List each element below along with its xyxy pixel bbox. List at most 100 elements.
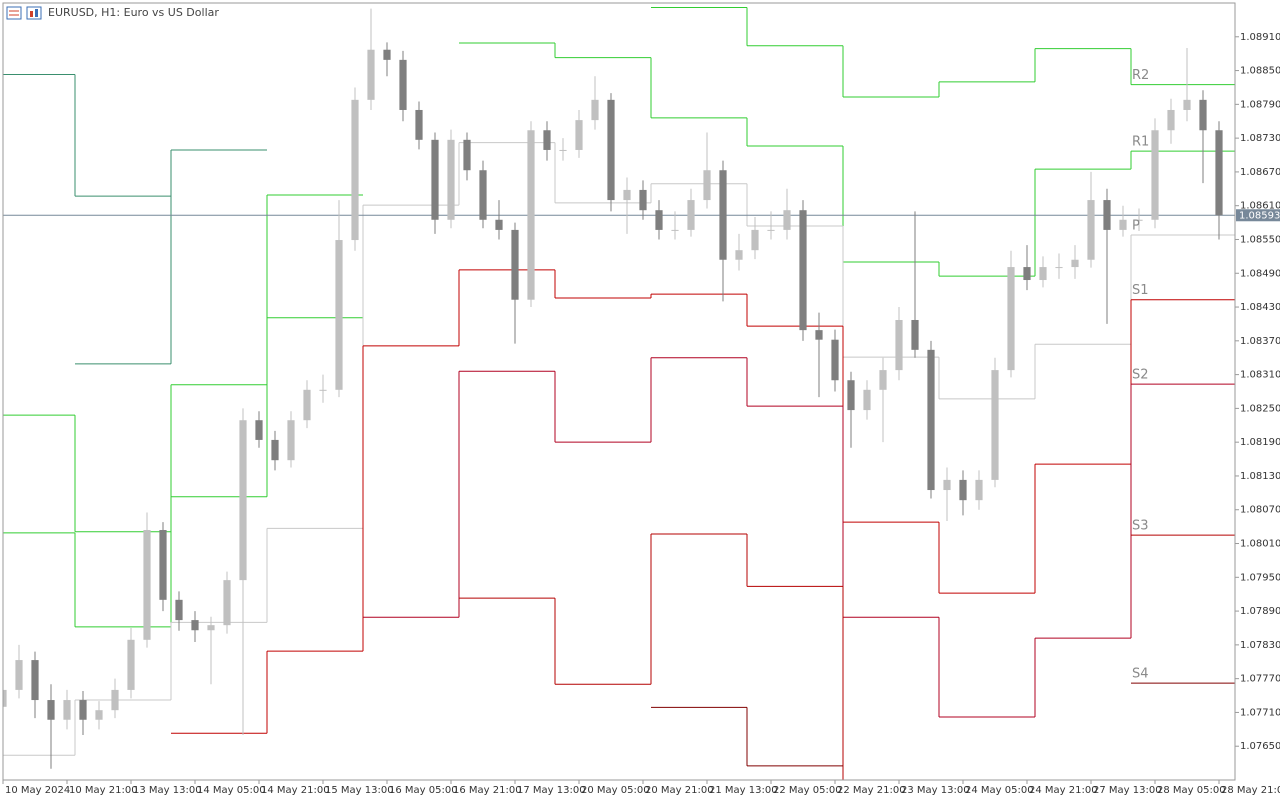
x-tick-label: 28 May 21:00 bbox=[1221, 785, 1280, 796]
x-tick-label: 24 May 21:00 bbox=[1029, 785, 1098, 796]
candle-body bbox=[1023, 267, 1031, 281]
candle-body bbox=[1151, 130, 1159, 220]
candle-body bbox=[1167, 109, 1175, 131]
y-tick-label: 1.08610 bbox=[1240, 201, 1280, 212]
x-tick-label: 27 May 13:00 bbox=[1093, 785, 1162, 796]
candle-body bbox=[479, 170, 487, 220]
candle-body bbox=[863, 389, 871, 411]
y-tick-label: 1.07890 bbox=[1240, 606, 1280, 617]
icon-list[interactable] bbox=[6, 6, 22, 20]
candle-body bbox=[95, 710, 103, 720]
x-tick-label: 10 May 21:00 bbox=[69, 785, 138, 796]
candle-body bbox=[239, 420, 247, 581]
y-tick-label: 1.08310 bbox=[1240, 370, 1280, 381]
candle-body bbox=[783, 210, 791, 230]
y-tick-label: 1.08730 bbox=[1240, 133, 1280, 144]
candle-body bbox=[1215, 130, 1223, 216]
x-tick-label: 14 May 05:00 bbox=[197, 785, 266, 796]
candle-body bbox=[1055, 267, 1063, 269]
y-tick-label: 1.08670 bbox=[1240, 167, 1280, 178]
candle-body bbox=[991, 370, 999, 480]
icon-bar bbox=[35, 9, 38, 17]
x-tick-label: 10 May 2024 bbox=[5, 785, 70, 796]
candle-body bbox=[815, 330, 823, 340]
candle-body bbox=[879, 370, 887, 390]
x-tick-label: 14 May 21:00 bbox=[261, 785, 330, 796]
x-tick-label: 22 May 05:00 bbox=[773, 785, 842, 796]
current-price-label: 1.08593 bbox=[1239, 210, 1280, 221]
toolbar-icons[interactable] bbox=[6, 6, 42, 20]
y-tick-label: 1.08490 bbox=[1240, 268, 1280, 279]
plot-area bbox=[3, 7, 1235, 780]
candle-body bbox=[767, 229, 775, 231]
y-tick-label: 1.08550 bbox=[1240, 234, 1280, 245]
candle-body bbox=[223, 580, 231, 626]
y-tick-label: 1.08010 bbox=[1240, 539, 1280, 550]
candle-body bbox=[511, 229, 519, 300]
x-tick-label: 17 May 13:00 bbox=[517, 785, 586, 796]
y-tick-label: 1.08910 bbox=[1240, 32, 1280, 43]
y-tick-label: 1.07710 bbox=[1240, 707, 1280, 718]
current-price-tag bbox=[1236, 209, 1280, 222]
candle-body bbox=[751, 229, 759, 251]
candle-body bbox=[959, 479, 967, 501]
icon-chart[interactable] bbox=[26, 6, 42, 20]
candle-body bbox=[383, 49, 391, 60]
candle-body bbox=[1007, 267, 1015, 371]
candle-body bbox=[1087, 200, 1095, 260]
candle-body bbox=[527, 130, 535, 300]
y-tick-label: 1.07770 bbox=[1240, 674, 1280, 685]
x-tick-label: 16 May 05:00 bbox=[389, 785, 458, 796]
candle-body bbox=[463, 139, 471, 171]
candle-body bbox=[687, 200, 695, 230]
y-tick-label: 1.08190 bbox=[1240, 437, 1280, 448]
candle-body bbox=[111, 689, 119, 711]
candle-body bbox=[671, 229, 679, 231]
pivot-label: P bbox=[1132, 218, 1140, 233]
candle-body bbox=[431, 139, 439, 220]
plot-border bbox=[2, 2, 1236, 781]
candle-body bbox=[335, 240, 343, 390]
candle-body bbox=[15, 660, 23, 690]
y-tick-label: 1.07650 bbox=[1240, 741, 1280, 752]
y-tick-label: 1.08130 bbox=[1240, 471, 1280, 482]
candle-body bbox=[351, 99, 359, 241]
candle-body bbox=[207, 625, 215, 631]
y-tick-label: 1.08250 bbox=[1240, 403, 1280, 414]
x-tick-label: 28 May 05:00 bbox=[1157, 785, 1226, 796]
candle-body bbox=[191, 620, 199, 631]
candle-body bbox=[559, 149, 567, 151]
candle-body bbox=[847, 380, 855, 411]
pivot-label: S3 bbox=[1132, 519, 1149, 534]
candle-body bbox=[911, 319, 919, 350]
x-tick-label: 23 May 13:00 bbox=[901, 785, 970, 796]
candle-body bbox=[1119, 219, 1127, 230]
candle-body bbox=[447, 139, 455, 220]
x-tick-label: 21 May 13:00 bbox=[709, 785, 778, 796]
y-tick-label: 1.07950 bbox=[1240, 572, 1280, 583]
candle-body bbox=[719, 170, 727, 260]
candle-body bbox=[703, 170, 711, 201]
candle-body bbox=[1103, 200, 1111, 230]
candle-body bbox=[47, 700, 55, 720]
candle-body bbox=[1183, 99, 1191, 110]
candle-body bbox=[63, 700, 71, 720]
candle-body bbox=[591, 99, 599, 121]
candle-body bbox=[367, 49, 375, 100]
pivot-label: S4 bbox=[1132, 667, 1149, 682]
chart-title: EURUSD, H1: Euro vs US Dollar bbox=[48, 6, 219, 19]
y-tick-label: 1.08850 bbox=[1240, 66, 1280, 77]
icon-bar bbox=[30, 11, 33, 17]
x-tick-label: 15 May 13:00 bbox=[325, 785, 394, 796]
y-tick-label: 1.08790 bbox=[1240, 99, 1280, 110]
candle-body bbox=[735, 250, 743, 260]
candle-body bbox=[623, 189, 631, 201]
pivot-label: R1 bbox=[1132, 135, 1149, 150]
x-tick-label: 22 May 21:00 bbox=[837, 785, 906, 796]
pivot-label: S1 bbox=[1132, 283, 1149, 298]
candle-body bbox=[271, 439, 279, 461]
candle-body bbox=[831, 339, 839, 381]
candle-body bbox=[303, 389, 311, 421]
candle-body bbox=[287, 420, 295, 461]
